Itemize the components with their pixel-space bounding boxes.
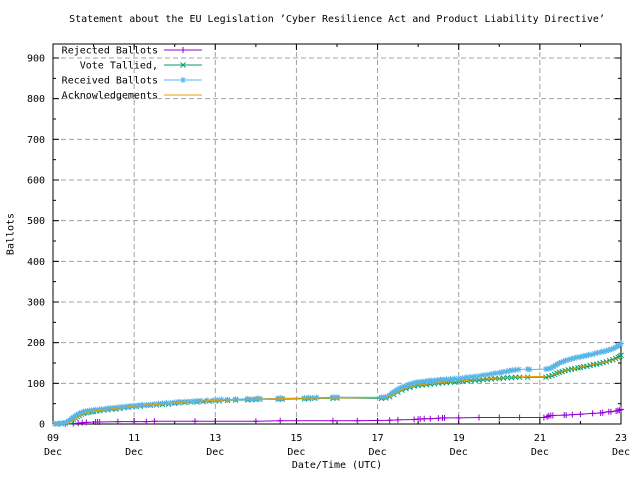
- x-tick-labels: 09 Dec 11 Dec 13 Dec 15 Dec 17 Dec 19 Dec 21 Dec 23 Dec: [44, 433, 630, 458]
- legend-entry-received-ballots: Received Ballots: [62, 76, 202, 87]
- x-tick-label: 21: [534, 433, 546, 444]
- x-tick-label: 13: [209, 433, 221, 444]
- legend-entry-vote-tallied: Vote Tallied,: [80, 61, 202, 72]
- x-tick-label: 15: [290, 433, 302, 444]
- legend-label: Received Ballots: [62, 76, 158, 87]
- legend-label: Rejected Ballots: [62, 46, 158, 57]
- x-tick-label-month: Dec: [531, 447, 549, 458]
- x-axis-label: Date/Time (UTC): [291, 460, 383, 471]
- legend-label: Acknowledgements: [62, 91, 158, 102]
- series-rejected-ballots: [62, 406, 624, 427]
- series-markers: [62, 406, 624, 427]
- x-tick-label-month: Dec: [206, 447, 224, 458]
- y-tick-label: 500: [27, 216, 45, 227]
- y-tick-label: 100: [27, 379, 45, 390]
- x-tick-label: 09: [47, 433, 59, 444]
- y-tick-label: 400: [27, 257, 45, 268]
- legend-entry-acknowledgements: Acknowledgements: [62, 91, 202, 102]
- y-tick-label: 700: [27, 135, 45, 146]
- legend-sample-marker: [180, 77, 186, 83]
- gridlines: [53, 44, 621, 424]
- series-markers: [54, 352, 624, 427]
- x-tick-label-month: Dec: [612, 447, 630, 458]
- legend-label: Vote Tallied,: [80, 61, 158, 72]
- y-tick-label: 800: [27, 94, 45, 105]
- y-tick-label: 0: [39, 420, 45, 431]
- y-tick-label: 600: [27, 176, 45, 187]
- x-tick-label: 17: [372, 433, 384, 444]
- x-tick-label: 11: [128, 433, 140, 444]
- x-tick-label-month: Dec: [287, 447, 305, 458]
- series-vote-tallied: [54, 352, 624, 427]
- chart-title: Statement about the EU Legislation ’Cybe…: [69, 14, 605, 25]
- legend-sample-marker: [180, 47, 186, 53]
- y-tick-label: 900: [27, 54, 45, 65]
- series-line: [52, 356, 622, 425]
- x-tick-label-month: Dec: [125, 447, 143, 458]
- series-line: [57, 354, 622, 425]
- series-acknowledgements: [52, 356, 622, 425]
- x-tick-label: 23: [615, 433, 627, 444]
- x-tick-label-month: Dec: [44, 447, 62, 458]
- y-tick-label: 200: [27, 338, 45, 349]
- y-tick-label: 300: [27, 298, 45, 309]
- legend-entry-rejected-ballots: Rejected Ballots: [62, 46, 202, 57]
- x-tick-label: 19: [453, 433, 465, 444]
- legend-sample-marker: [180, 62, 186, 68]
- legend: Rejected Ballots Vote Tallied, Received Ba…: [62, 46, 202, 102]
- y-tick-labels: 0 100 200 300 400 500 600 700 800 900: [27, 54, 45, 431]
- x-tick-label-month: Dec: [450, 447, 468, 458]
- x-tick-label-month: Dec: [369, 447, 387, 458]
